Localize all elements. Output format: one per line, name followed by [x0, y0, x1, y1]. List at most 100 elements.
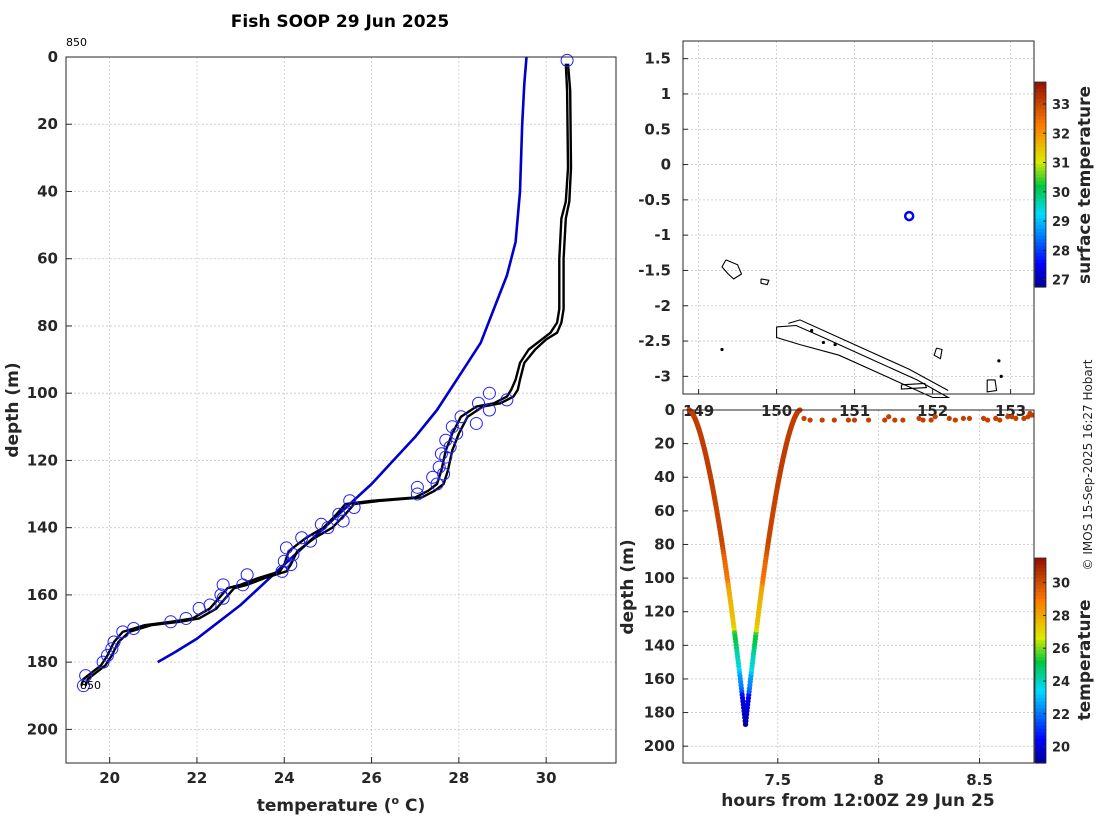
colorbar-swatch	[1035, 235, 1046, 240]
colorbar-swatch	[1035, 667, 1046, 672]
surface-point	[952, 417, 958, 423]
profile-y-tick-label: 140	[27, 519, 58, 537]
colorbar-swatch	[1035, 116, 1046, 121]
colorbar-swatch	[1035, 650, 1046, 655]
colorbar-swatch	[1035, 698, 1046, 703]
profile-data-marker	[445, 420, 459, 434]
colorbar-swatch	[1035, 256, 1046, 261]
depth-time-x-tick-label: 8	[873, 771, 883, 789]
location-map-panel: 149 150 151 152 153 1.510.50-0.5-1-1.5-2-2.5…	[638, 40, 1095, 420]
colorbar-swatch	[1035, 670, 1046, 675]
profile-axes-frame	[65, 56, 617, 764]
profile-data-marker	[482, 403, 496, 417]
surface-point	[920, 417, 926, 423]
depth-time-y-tick-label: 20	[654, 435, 675, 453]
colorbar-swatch	[1035, 588, 1046, 593]
surface-temperature-colorbar: 33 32 31 30 29 28 27	[1034, 81, 1070, 289]
profile-data-marker	[216, 578, 230, 592]
colorbar-swatch	[1035, 211, 1046, 216]
colorbar-swatch	[1035, 694, 1046, 699]
colorbar-swatch	[1035, 653, 1046, 658]
colorbar-swatch	[1035, 126, 1046, 131]
colorbar-swatch	[1035, 136, 1046, 141]
colorbar-swatch	[1035, 605, 1046, 610]
colorbar-swatch	[1035, 663, 1046, 668]
colorbar-swatch	[1035, 160, 1046, 165]
surface-point	[851, 417, 858, 423]
depth-time-y-tick-label: 160	[644, 670, 675, 688]
profile-y-tick-label: 80	[37, 317, 58, 335]
colorbar-swatch	[1035, 99, 1046, 104]
colorbar-swatch	[1035, 92, 1046, 97]
map-x-tick-label: 153	[995, 402, 1026, 420]
colorbar-swatch	[1035, 718, 1046, 723]
depth-time-y-tick-label: 60	[654, 502, 675, 520]
temperature-profile-panel: 20 22 24 26 28 30 0 20 40 60 80 100 120 140 160 180 200…	[3, 36, 617, 816]
colorbar-frame	[1034, 557, 1047, 764]
coastline-segment	[933, 347, 943, 360]
colorbar-swatch	[1035, 571, 1046, 576]
colorbar-swatch	[1035, 249, 1046, 254]
profile-data-marker	[214, 588, 228, 602]
colorbar-tick-label: 22	[1052, 708, 1070, 723]
series-line-climatology	[157, 56, 528, 664]
colorbar-swatch	[1035, 585, 1046, 590]
colorbar-swatch	[1035, 616, 1046, 621]
colorbar-frame	[1034, 81, 1047, 288]
colorbar-swatch	[1035, 745, 1046, 750]
colorbar-swatch	[1035, 170, 1046, 175]
colorbar-tick-label: 26	[1052, 642, 1070, 657]
colorbar-swatch	[1035, 742, 1046, 747]
colorbar-swatch	[1035, 708, 1046, 713]
trace-point	[742, 721, 749, 727]
colorbar-swatch	[1035, 626, 1046, 631]
colorbar-swatch	[1035, 102, 1046, 107]
profile-y-tick-label: 100	[27, 384, 58, 402]
colorbar-swatch	[1035, 157, 1046, 162]
map-x-tick-label: 150	[761, 402, 792, 420]
profile-data-marker	[96, 655, 110, 669]
colorbar-swatch	[1035, 129, 1046, 134]
coastline-segment	[788, 319, 949, 391]
colorbar-swatch	[1035, 242, 1046, 247]
colorbar-swatch	[1035, 633, 1046, 638]
profile-data-marker	[439, 433, 453, 447]
map-y-tick-label: 1	[661, 85, 671, 103]
colorbar-swatch	[1035, 592, 1046, 597]
profile-data-marker	[179, 611, 193, 625]
colorbar-swatch	[1035, 646, 1046, 651]
profile-x-tick-label: 22	[187, 769, 208, 787]
colorbar-tick-label: 28	[1052, 244, 1070, 259]
colorbar-swatch	[1035, 239, 1046, 244]
colorbar-swatch	[1035, 283, 1046, 288]
colorbar-swatch	[1035, 198, 1046, 203]
colorbar-swatch	[1035, 660, 1046, 665]
colorbar-swatch	[1035, 215, 1046, 220]
coastline-segment	[900, 382, 928, 390]
colorbar-swatch	[1035, 88, 1046, 93]
profile-x-tick-label: 20	[99, 769, 120, 787]
colorbar-swatch	[1035, 558, 1046, 563]
profile-data-marker	[314, 517, 328, 531]
surface-point	[831, 417, 837, 423]
colorbar-tick-label: 20	[1052, 741, 1070, 756]
profile-data-marker	[347, 500, 361, 514]
depth-time-y-axis-label: depth (m)	[618, 539, 638, 634]
surface-point	[892, 417, 898, 423]
profile-data-marker	[450, 427, 464, 441]
profile-data-marker	[434, 447, 448, 461]
colorbar-tick-label: 28	[1052, 609, 1070, 624]
series-line-profile-right	[84, 63, 573, 687]
surface-point	[916, 415, 922, 422]
surface-point	[845, 417, 852, 423]
profile-data-marker	[469, 416, 483, 430]
colorbar-swatch	[1035, 595, 1046, 600]
profile-x-tick-label: 28	[448, 769, 469, 787]
island-dot	[821, 340, 826, 345]
profile-y-tick-label: 180	[27, 653, 58, 671]
coastline	[720, 259, 1003, 399]
colorbar-swatch	[1035, 564, 1046, 569]
colorbar-swatch	[1035, 629, 1046, 634]
colorbar-swatch	[1035, 222, 1046, 227]
depth-time-y-tick-label: 80	[654, 535, 675, 553]
